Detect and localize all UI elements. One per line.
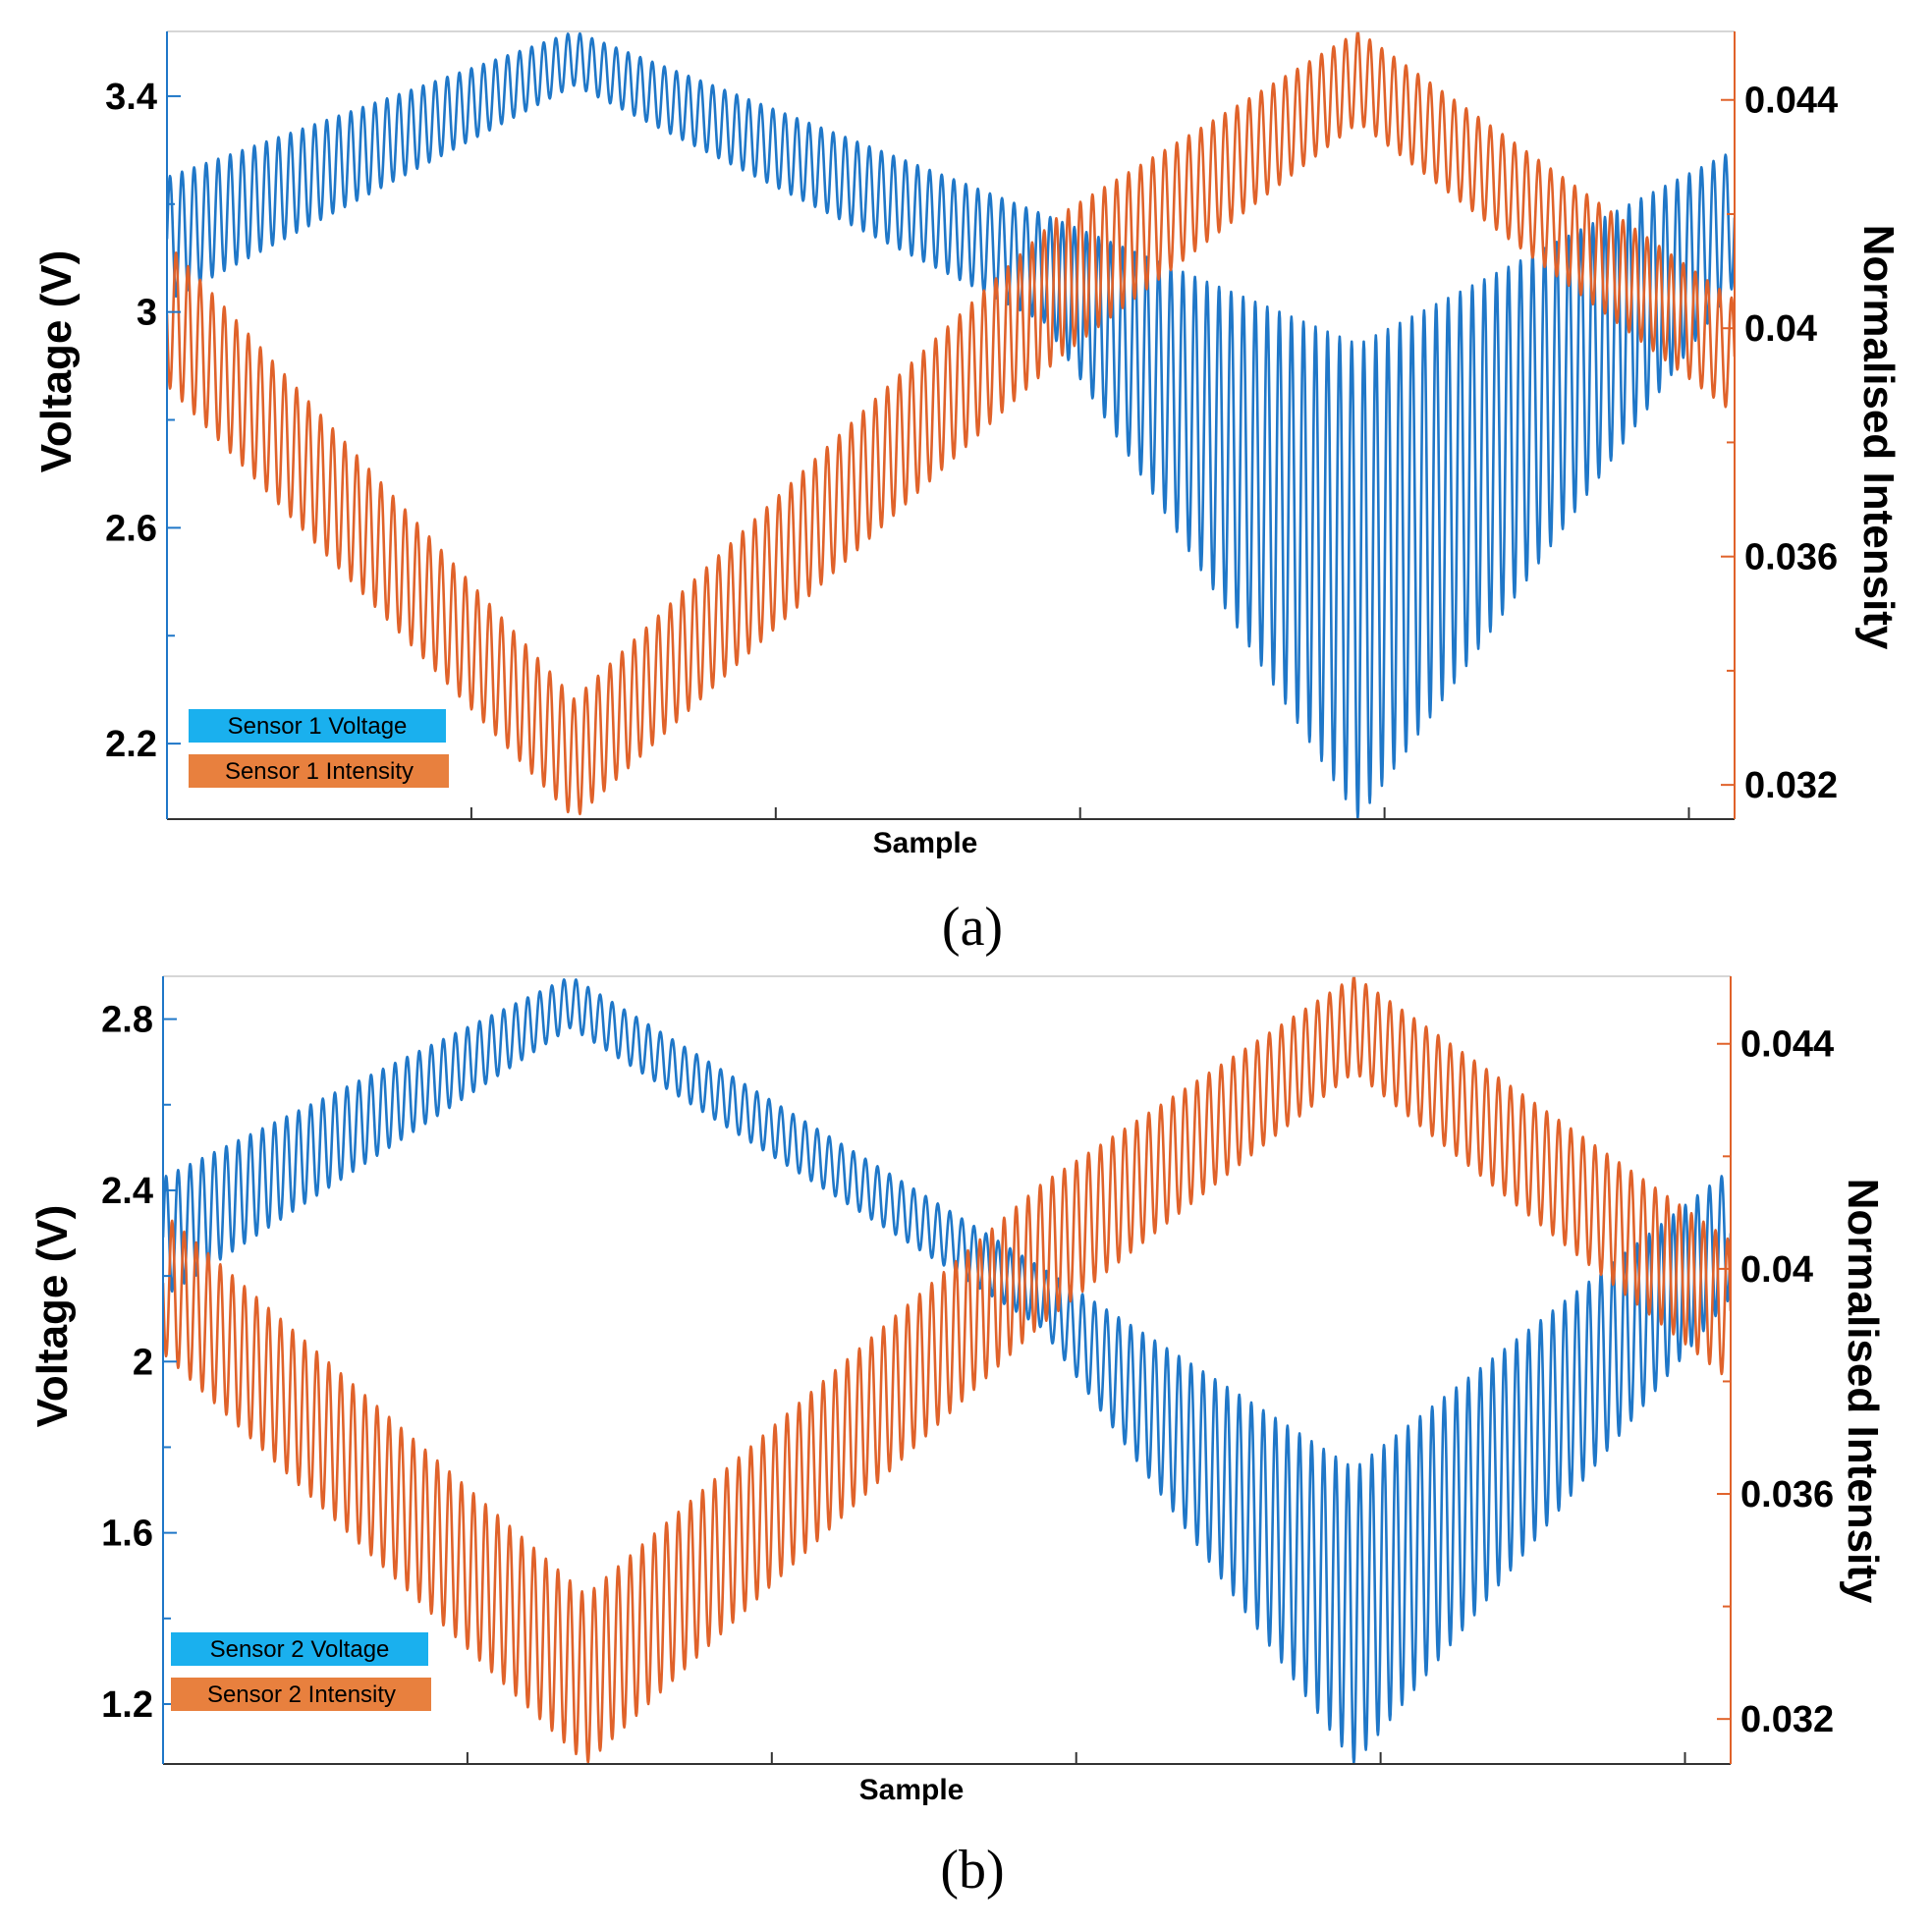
legend-b: Sensor 2 Voltage Sensor 2 Intensity bbox=[171, 1632, 431, 1711]
chart-panel-a: 2.2 2.6 3 3.4 0.032 0.036 0.04 0.044 Sample Vol… bbox=[32, 30, 1903, 958]
y-axis-title-b: Voltage (V) bbox=[28, 1205, 77, 1428]
series-line-intensity-a bbox=[167, 31, 1735, 816]
y-tick-label-a: 3 bbox=[137, 293, 157, 334]
y2-axis-title-b: Normalised Intensity bbox=[1839, 1179, 1887, 1604]
x-axis-title-b: Sample bbox=[859, 1774, 965, 1806]
y2-tick-label-b: 0.044 bbox=[1740, 1024, 1834, 1066]
y2-tick-label-b: 0.036 bbox=[1740, 1474, 1834, 1516]
y-tick-label-a: 2.2 bbox=[105, 724, 157, 765]
legend-label-intensity-b: Sensor 2 Intensity bbox=[207, 1681, 396, 1708]
legend-swatch-voltage-a bbox=[189, 709, 446, 743]
y2-tick-label-a: 0.04 bbox=[1744, 308, 1817, 350]
y-tick-label-b: 2 bbox=[133, 1342, 153, 1383]
legend-swatch-voltage-b bbox=[171, 1632, 428, 1666]
y-axis-title-a: Voltage (V) bbox=[32, 250, 81, 473]
y-tick-label-b: 2.8 bbox=[101, 1000, 153, 1041]
plot-area-a bbox=[167, 31, 1735, 819]
axes-b: 1.2 1.6 2 2.4 2.8 0.032 0.036 0.04 0.044 bbox=[101, 975, 1834, 1765]
y-tick-label-b: 1.2 bbox=[101, 1684, 153, 1726]
legend-swatch-intensity-a bbox=[189, 754, 449, 788]
y2-tick-label-a: 0.036 bbox=[1744, 537, 1838, 579]
axes-a: 2.2 2.6 3 3.4 0.032 0.036 0.04 0.044 bbox=[105, 30, 1838, 820]
y2-axis-title-a: Normalised Intensity bbox=[1854, 225, 1903, 650]
legend-swatch-intensity-b bbox=[171, 1678, 431, 1711]
y2-tick-label-b: 0.032 bbox=[1740, 1699, 1834, 1740]
x-axis-title-a: Sample bbox=[873, 827, 978, 859]
y-tick-label-b: 2.4 bbox=[101, 1171, 153, 1212]
panel-label-b: (b) bbox=[940, 1840, 1004, 1901]
y-tick-label-a: 3.4 bbox=[105, 77, 157, 118]
plot-area-b bbox=[163, 976, 1731, 1764]
legend-label-intensity-a: Sensor 1 Intensity bbox=[225, 758, 414, 785]
panel-label-a: (a) bbox=[942, 897, 1003, 958]
y-tick-label-a: 2.6 bbox=[105, 508, 157, 549]
y2-tick-label-a: 0.044 bbox=[1744, 81, 1838, 122]
legend-label-voltage-b: Sensor 2 Voltage bbox=[210, 1636, 390, 1663]
series-line-voltage-a bbox=[167, 31, 1735, 819]
y2-tick-label-a: 0.032 bbox=[1744, 765, 1838, 806]
y2-tick-label-b: 0.04 bbox=[1740, 1249, 1813, 1291]
series-line-voltage-b bbox=[163, 978, 1731, 1764]
legend-label-voltage-a: Sensor 1 Voltage bbox=[228, 713, 408, 740]
legend-a: Sensor 1 Voltage Sensor 1 Intensity bbox=[189, 709, 449, 788]
series-line-intensity-b bbox=[163, 976, 1731, 1764]
y-tick-label-b: 1.6 bbox=[101, 1514, 153, 1555]
